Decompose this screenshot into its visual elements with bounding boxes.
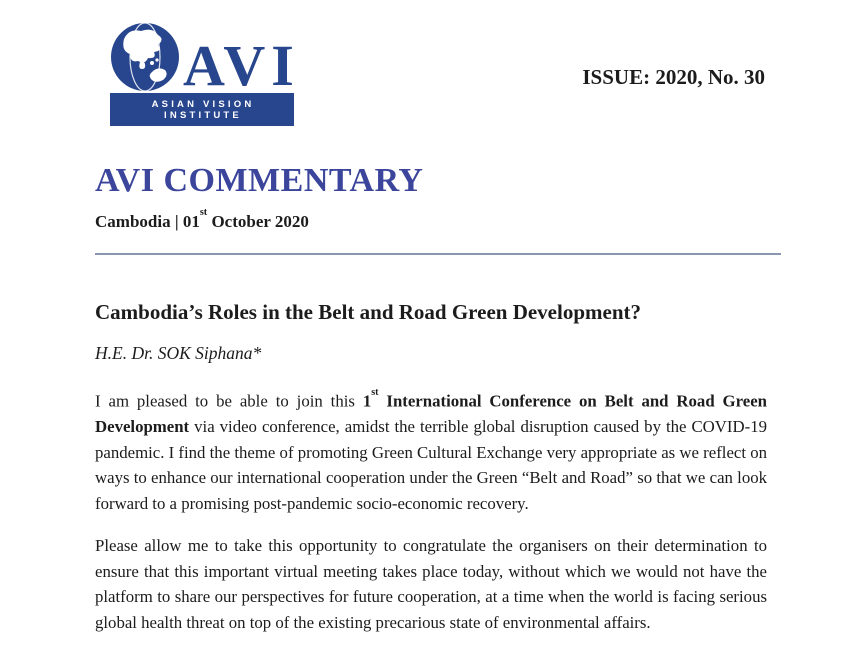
logo-tagline: ASIAN VISION INSTITUTE [151, 99, 255, 121]
page-header: AVI ASIAN VISION INSTITUTE ISSUE: 2020, … [0, 0, 862, 126]
dateline: Cambodia | 01st October 2020 [95, 207, 862, 232]
globe-icon [111, 22, 179, 92]
p1-rest: via video conference, amidst the terribl… [95, 417, 767, 513]
dateline-suffix: October 2020 [207, 212, 309, 231]
p1-bold-ordinal: st [371, 386, 379, 398]
dateline-ordinal: st [199, 207, 208, 219]
paragraph-2: Please allow me to take this opportunity… [95, 536, 767, 632]
p1-bold-phrase: International Conference on Belt and Roa… [95, 391, 767, 437]
p1-lead: I am pleased to be able to join this [95, 391, 363, 411]
masthead: AVI COMMENTARY Cambodia | 01st October 2… [0, 163, 862, 232]
dateline-prefix: Cambodia | 01 [95, 212, 200, 231]
article-title: Cambodia’s Roles in the Belt and Road Gr… [95, 300, 641, 324]
p1-bold-number: 1 [362, 391, 372, 411]
paragraph-1: I am pleased to be able to join this 1st… [95, 385, 767, 516]
logo-acronym: AVI [183, 32, 300, 98]
avi-logo-main: AVI [110, 21, 294, 94]
logo-tagline-bar: ASIAN VISION INSTITUTE [110, 93, 294, 126]
divider-rule [95, 253, 781, 255]
article: Cambodia’s Roles in the Belt and Road Gr… [0, 299, 862, 635]
article-byline: H.E. Dr. SOK Siphana* [95, 343, 262, 363]
commentary-title: AVI COMMENTARY [95, 162, 424, 199]
avi-logo: AVI ASIAN VISION INSTITUTE [110, 21, 294, 126]
issue-label: ISSUE: 2020, No. 30 [582, 65, 765, 89]
